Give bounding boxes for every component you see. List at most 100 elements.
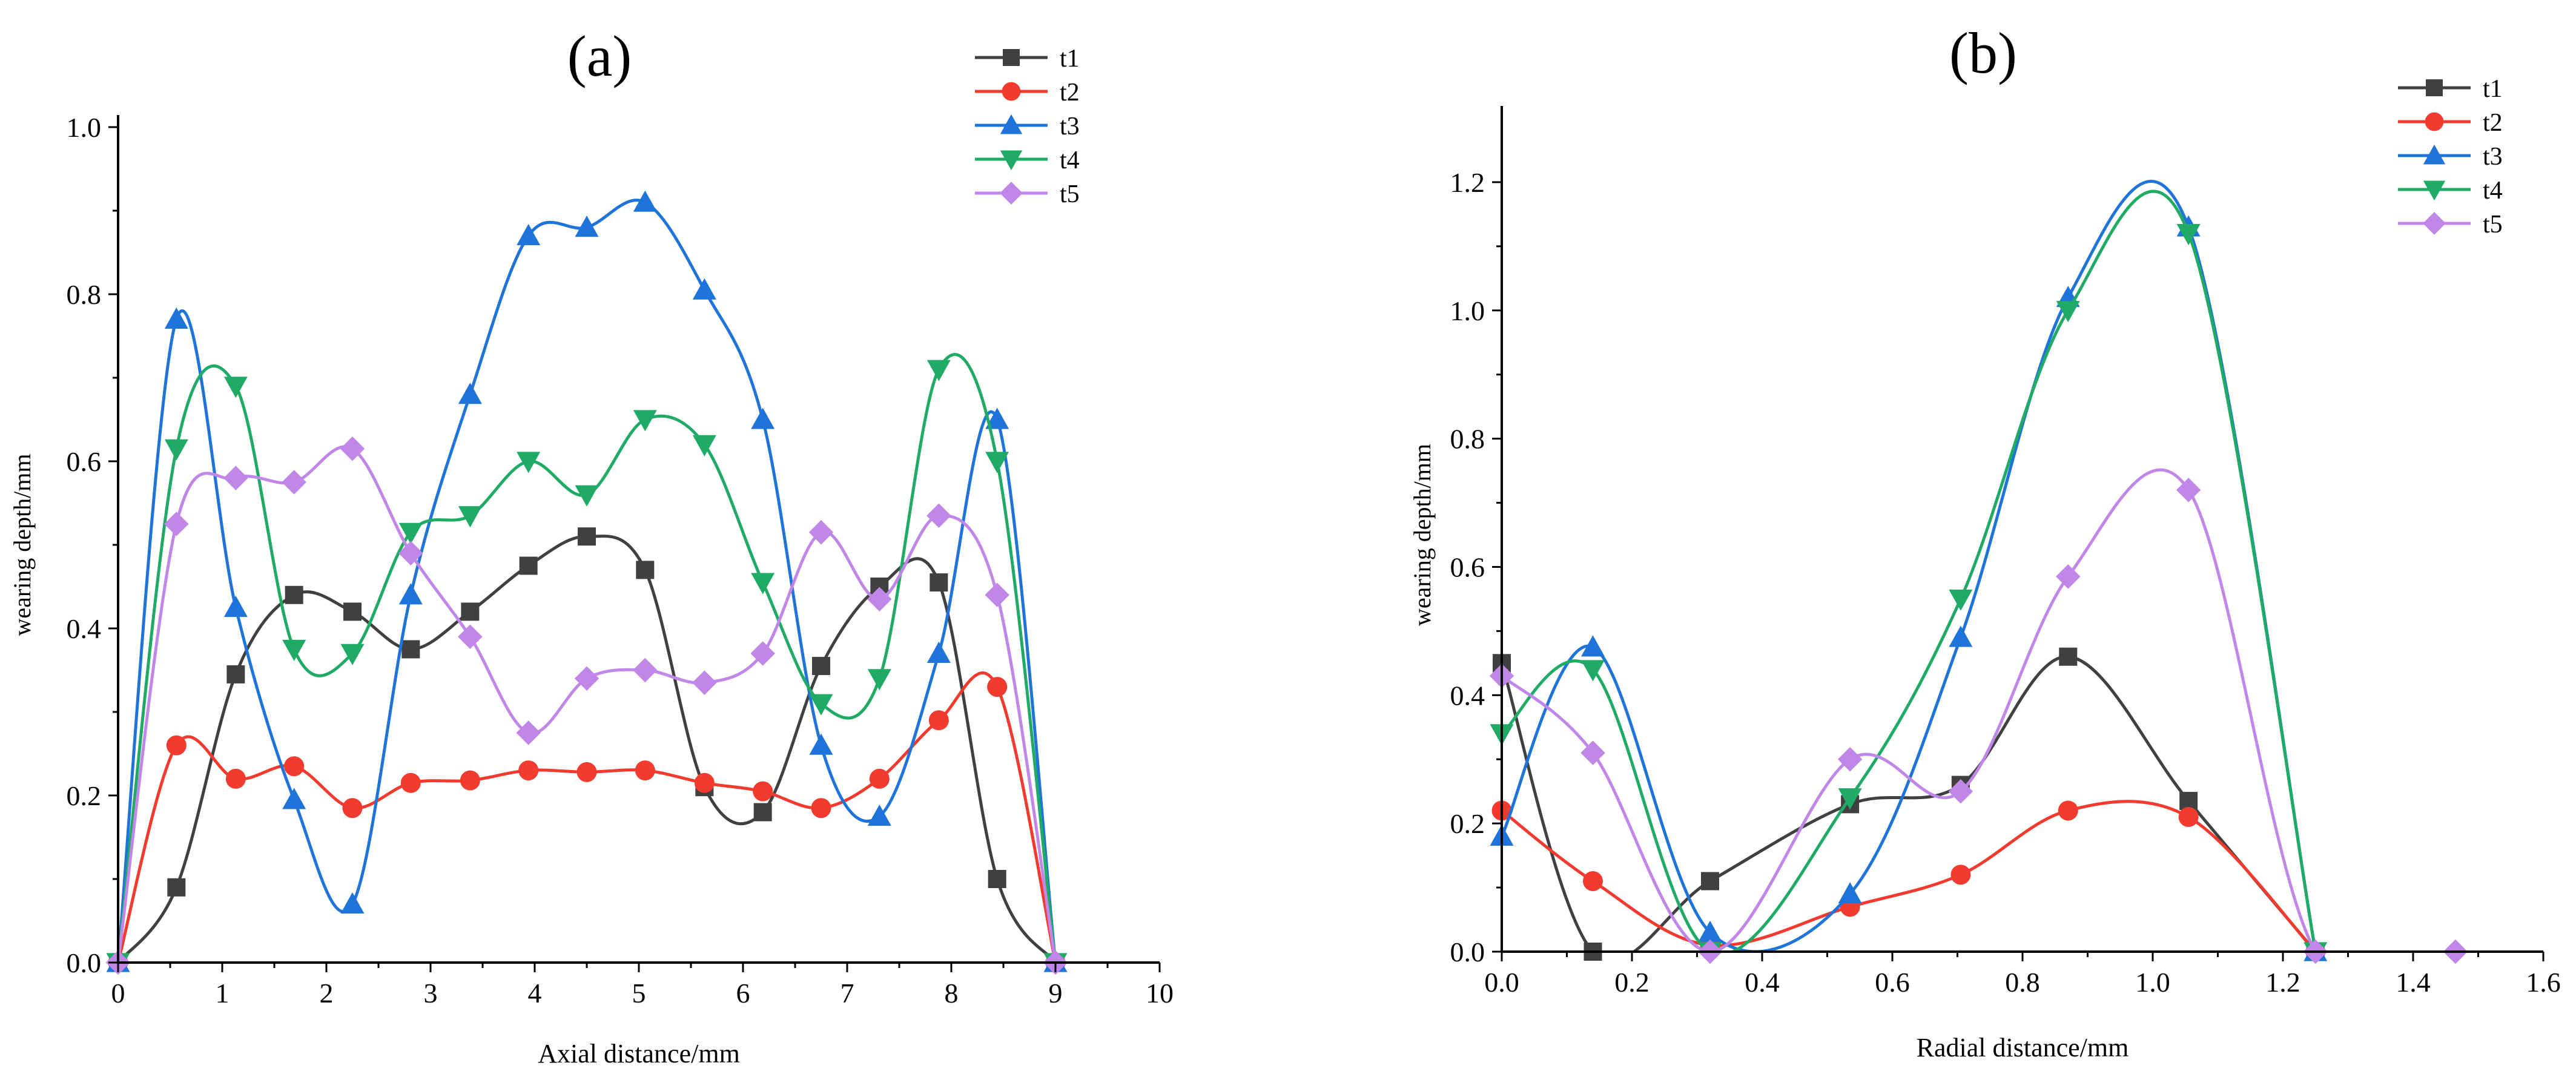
marker-triangle-down — [223, 377, 248, 398]
x-tick-label: 6 — [736, 978, 750, 1009]
y-tick-label: 0.8 — [1450, 424, 1485, 455]
marker-circle — [694, 772, 715, 793]
y-tick-label: 0.4 — [67, 613, 102, 644]
marker-diamond — [2423, 212, 2446, 235]
marker-diamond — [926, 503, 951, 528]
marker-circle — [1950, 864, 1971, 885]
series-line-t4 — [1502, 189, 2317, 952]
marker-triangle-down — [809, 694, 833, 716]
legend-item-t4: t4 — [975, 147, 1080, 174]
legend-label: t5 — [1060, 180, 1080, 208]
marker-triangle-down — [575, 485, 599, 507]
marker-triangle-up — [809, 733, 833, 755]
marker-triangle-down — [517, 452, 541, 473]
marker-triangle-up — [633, 190, 657, 212]
x-tick-label: 4 — [528, 978, 542, 1009]
marker-diamond — [458, 624, 483, 650]
marker-square — [461, 602, 480, 621]
marker-square — [343, 602, 362, 621]
marker-triangle-up — [223, 596, 248, 617]
marker-square — [167, 878, 186, 897]
marker-circle — [811, 798, 831, 818]
legend-label: t2 — [1060, 79, 1080, 107]
marker-triangle-down — [751, 573, 775, 594]
legend: t1 t2 t3 t4 t5 — [2398, 75, 2503, 239]
marker-triangle-down — [2056, 301, 2080, 323]
marker-triangle-up — [692, 278, 716, 300]
marker-circle — [2058, 800, 2078, 821]
x-tick-label: 1.6 — [2526, 967, 2561, 998]
marker-circle — [166, 735, 187, 756]
legend-label: t2 — [2483, 109, 2503, 137]
x-tick-label: 1.4 — [2396, 967, 2431, 998]
series-t1 — [1493, 647, 2325, 961]
marker-triangle-up — [1698, 920, 1722, 942]
marker-diamond — [340, 436, 365, 461]
marker-circle — [1583, 871, 1603, 891]
legend-item-t1: t1 — [2398, 75, 2503, 103]
marker-circle — [342, 798, 363, 818]
marker-square — [285, 585, 303, 604]
y-tick-label: 0.8 — [67, 279, 102, 310]
marker-diamond — [750, 641, 775, 666]
marker-triangle-down — [1949, 589, 1973, 611]
marker-triangle-down — [926, 360, 951, 381]
series-line-t3 — [1502, 179, 2317, 952]
marker-triangle-down — [340, 644, 365, 665]
x-tick-label: 1 — [216, 978, 230, 1009]
marker-square — [930, 573, 948, 592]
marker-triangle-up — [340, 892, 365, 914]
marker-circle — [928, 710, 949, 731]
marker-square — [2059, 647, 2078, 666]
marker-circle — [1002, 82, 1021, 101]
marker-square — [2426, 79, 2443, 96]
marker-triangle-up — [985, 407, 1009, 429]
marker-diamond — [1948, 779, 1973, 804]
marker-diamond — [1837, 746, 1863, 772]
series-t2 — [108, 671, 1066, 973]
series-t3 — [1490, 179, 2328, 961]
x-tick-label: 0.4 — [1745, 967, 1780, 998]
marker-triangle-down — [1581, 660, 1605, 682]
marker-circle — [2425, 112, 2444, 131]
marker-diamond — [1580, 740, 1605, 765]
marker-circle — [518, 760, 539, 781]
legend-item-t5: t5 — [2398, 211, 2503, 239]
series-t3 — [106, 190, 1068, 972]
x-tick-label: 5 — [632, 978, 646, 1009]
marker-diamond — [164, 512, 189, 536]
x-axis-label: Axial distance/mm — [538, 1039, 740, 1068]
x-tick-label: 1.0 — [2135, 967, 2170, 998]
marker-triangle-down — [1000, 150, 1023, 171]
x-tick-label: 9 — [1049, 978, 1063, 1009]
marker-triangle-up — [164, 307, 188, 329]
y-axis-label: wearing depth/mm — [1409, 444, 1436, 626]
series-line-t1 — [118, 535, 1057, 963]
marker-triangle-down — [985, 452, 1009, 473]
y-tick-label: 0.2 — [1450, 808, 1485, 839]
legend-label: t4 — [1060, 147, 1080, 174]
x-tick-label: 3 — [424, 978, 438, 1009]
legend-label: t3 — [1060, 113, 1080, 140]
series-line-t4 — [118, 353, 1057, 963]
marker-circle — [225, 768, 246, 789]
marker-circle — [869, 768, 890, 789]
y-tick-label: 0.6 — [67, 446, 102, 477]
x-tick-label: 0 — [111, 978, 125, 1009]
marker-triangle-up — [2423, 144, 2446, 165]
chart-panel-b: (b) 0.0 0.2 0.4 0.6 0.8 1.0 1.2 1.4 1.6 0.0 0.2 0.4 0… — [1409, 21, 2561, 1062]
marker-triangle-up — [517, 223, 541, 245]
panel-label: (b) — [1949, 21, 2017, 85]
series-t2 — [1491, 800, 2326, 962]
marker-circle — [284, 756, 305, 777]
marker-triangle-down — [2176, 224, 2201, 246]
marker-diamond — [1000, 182, 1023, 205]
series-t4 — [106, 353, 1068, 975]
legend-label: t3 — [2483, 143, 2503, 171]
marker-diamond — [867, 587, 892, 611]
y-tick-label: 0.0 — [1450, 937, 1485, 967]
marker-triangle-down — [398, 522, 423, 544]
series-line-t3 — [118, 199, 1057, 963]
marker-diamond — [633, 657, 658, 683]
